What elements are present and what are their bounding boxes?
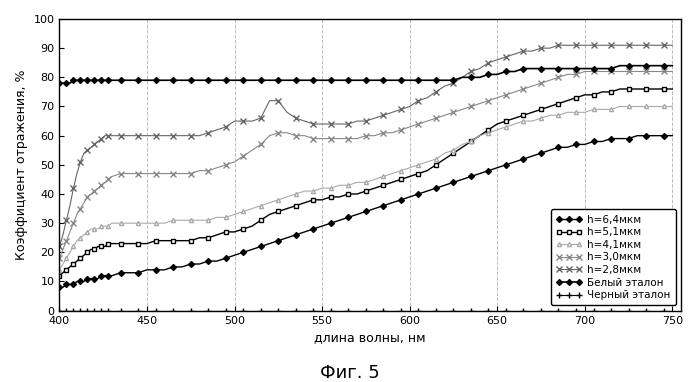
Белый эталон	[388, 78, 396, 83]
Text: Фиг. 5: Фиг. 5	[319, 364, 380, 382]
Белый эталон	[55, 81, 64, 86]
h=5,1мкм	[668, 87, 677, 91]
h=6,4мкм	[397, 197, 405, 202]
h=2,8мкм	[423, 96, 431, 100]
Белый эталон	[423, 78, 431, 83]
h=4,1мкм	[397, 168, 405, 173]
h=6,4мкм	[283, 235, 291, 240]
h=4,1мкм	[589, 107, 598, 112]
Y-axis label: Коэффициент отражения, %: Коэффициент отражения, %	[15, 70, 28, 260]
Черный эталон	[589, 308, 598, 313]
h=4,1мкм	[423, 160, 431, 164]
Белый эталон	[283, 78, 291, 83]
Legend: h=6,4мкм, h=5,1мкм, h=4,1мкм, h=3,0мкм, h=2,8мкм, Белый эталон, Черный эталон: h=6,4мкм, h=5,1мкм, h=4,1мкм, h=3,0мкм, …	[551, 209, 676, 306]
h=5,1мкм	[55, 274, 64, 278]
Line: h=4,1мкм: h=4,1мкм	[57, 104, 675, 272]
h=2,8мкм	[388, 110, 396, 115]
Черный эталон	[449, 308, 458, 313]
h=5,1мкм	[616, 87, 624, 91]
h=4,1мкм	[283, 194, 291, 199]
h=5,1мкм	[283, 206, 291, 211]
Line: h=6,4мкм: h=6,4мкм	[57, 134, 675, 290]
h=4,1мкм	[388, 171, 396, 176]
h=5,1мкм	[388, 180, 396, 185]
h=6,4мкм	[589, 139, 598, 144]
Черный эталон	[423, 308, 431, 313]
h=2,8мкм	[449, 81, 458, 86]
h=5,1мкм	[423, 168, 431, 173]
h=6,4мкм	[449, 180, 458, 185]
h=5,1мкм	[589, 92, 598, 97]
Line: h=3,0мкм: h=3,0мкм	[57, 69, 675, 261]
h=3,0мкм	[423, 119, 431, 123]
h=6,4мкм	[423, 189, 431, 193]
h=5,1мкм	[449, 151, 458, 155]
Line: Черный эталон: Черный эталон	[57, 308, 675, 314]
Черный эталон	[668, 308, 677, 313]
Белый эталон	[616, 63, 624, 68]
h=3,0мкм	[668, 69, 677, 74]
h=4,1мкм	[668, 104, 677, 109]
Line: Белый эталон: Белый эталон	[57, 63, 675, 85]
Белый эталон	[589, 66, 598, 71]
X-axis label: длина волны, нм: длина волны, нм	[315, 331, 426, 344]
h=3,0мкм	[581, 69, 589, 74]
h=2,8мкм	[283, 110, 291, 115]
h=5,1мкм	[397, 177, 405, 182]
h=2,8мкм	[598, 43, 607, 47]
h=3,0мкм	[55, 256, 64, 261]
Черный эталон	[388, 308, 396, 313]
h=4,1мкм	[55, 267, 64, 272]
Черный эталон	[55, 308, 64, 313]
Белый эталон	[397, 78, 405, 83]
Черный эталон	[283, 308, 291, 313]
h=3,0мкм	[449, 110, 458, 115]
h=2,8мкм	[668, 43, 677, 47]
Черный эталон	[397, 308, 405, 313]
h=2,8мкм	[554, 43, 563, 47]
h=3,0мкм	[397, 128, 405, 132]
h=3,0мкм	[598, 69, 607, 74]
h=6,4мкм	[55, 285, 64, 290]
Белый эталон	[449, 78, 458, 83]
h=6,4мкм	[388, 201, 396, 205]
h=4,1мкм	[449, 148, 458, 152]
h=3,0мкм	[283, 131, 291, 135]
h=2,8мкм	[55, 244, 64, 249]
Line: h=5,1мкм: h=5,1мкм	[57, 87, 675, 278]
h=4,1мкм	[616, 104, 624, 109]
h=6,4мкм	[633, 133, 642, 138]
h=6,4мкм	[668, 133, 677, 138]
h=2,8мкм	[397, 107, 405, 112]
Белый эталон	[668, 63, 677, 68]
h=3,0мкм	[388, 131, 396, 135]
Line: h=2,8мкм: h=2,8мкм	[57, 42, 675, 249]
